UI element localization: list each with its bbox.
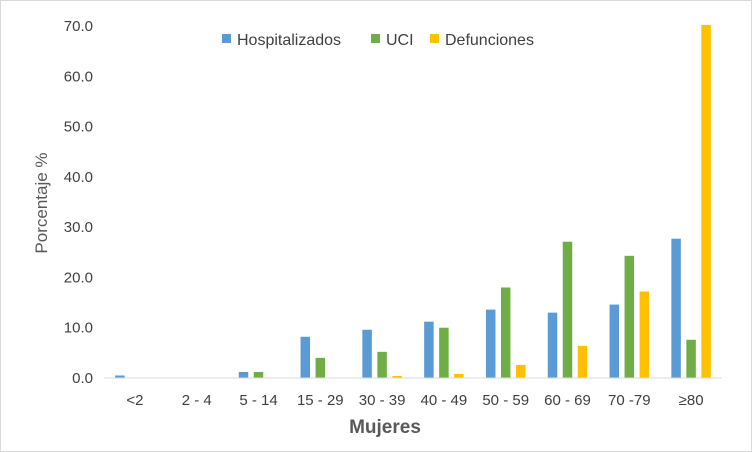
legend-swatch-defunciones [430, 34, 439, 43]
y-tick-label: 70.0 [64, 18, 93, 35]
x-tick-label: 30 - 39 [359, 392, 406, 409]
bar-hospitalizados-7 [547, 312, 558, 378]
y-tick-label: 20.0 [64, 269, 93, 286]
bar-defunciones-5 [454, 373, 464, 378]
x-tick-label: <2 [126, 392, 143, 409]
bar-hospitalizados-3 [300, 336, 311, 378]
x-tick-label: 40 - 49 [421, 392, 468, 409]
legend-swatch-hospitalizados [222, 34, 231, 43]
bar-hospitalizados-6 [485, 309, 496, 378]
legend-swatch-uci [371, 34, 380, 43]
legend: Hospitalizados UCI Defunciones [222, 32, 534, 49]
bar-uci-6 [500, 287, 511, 378]
y-tick-label: 10.0 [64, 320, 93, 337]
x-tick-label: 60 - 69 [544, 392, 591, 409]
bars [115, 24, 711, 379]
bar-hospitalizados-9 [671, 238, 681, 378]
bar-uci-4 [377, 351, 387, 378]
bar-uci-2 [253, 371, 264, 378]
legend-label-uci: UCI [386, 32, 414, 49]
bar-defunciones-9 [701, 24, 711, 379]
bar-defunciones-8 [639, 291, 650, 378]
y-tick-label: 60.0 [64, 68, 93, 85]
bar-hospitalizados-4 [362, 329, 372, 378]
legend-label-hospitalizados: Hospitalizados [237, 32, 341, 49]
bar-defunciones-7 [577, 345, 588, 378]
x-axis-title: Mujeres [349, 417, 421, 438]
bar-uci-5 [439, 327, 449, 378]
x-tick-label: ≥80 [679, 392, 704, 409]
y-tick-label: 40.0 [64, 169, 93, 186]
bar-hospitalizados-5 [424, 321, 434, 378]
y-axis-ticks: 0.0 10.0 20.0 30.0 40.0 50.0 60.0 70.0 [64, 18, 93, 387]
bar-uci-7 [562, 241, 573, 378]
bar-defunciones-6 [515, 364, 526, 378]
y-tick-label: 50.0 [64, 119, 93, 136]
x-axis-ticks: <2 2 - 4 5 - 14 15 - 29 30 - 39 40 - 49 50 - 5… [126, 392, 703, 409]
x-tick-label: 70 -79 [608, 392, 651, 409]
x-tick-label: 2 - 4 [182, 392, 212, 409]
bar-uci-3 [315, 357, 326, 378]
x-tick-label: 5 - 14 [239, 392, 277, 409]
y-axis-title: Porcentaje % [32, 152, 51, 253]
bar-uci-8 [624, 255, 635, 378]
x-tick-label: 15 - 29 [297, 392, 344, 409]
y-tick-label: 30.0 [64, 219, 93, 236]
bar-hospitalizados-2 [238, 371, 249, 378]
y-tick-label: 0.0 [72, 370, 93, 387]
bar-defunciones-4 [392, 375, 402, 378]
bar-hospitalizados-0 [115, 375, 125, 378]
x-tick-label: 50 - 59 [482, 392, 529, 409]
legend-label-defunciones: Defunciones [445, 32, 534, 49]
bar-hospitalizados-8 [609, 304, 620, 378]
bar-uci-9 [686, 339, 696, 378]
